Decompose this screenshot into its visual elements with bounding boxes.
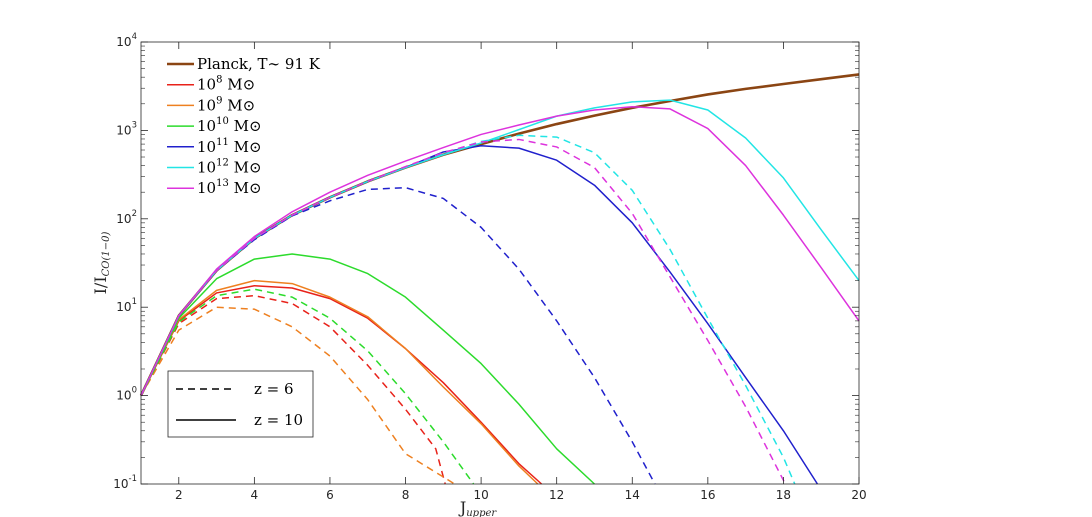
y-tick-label-3: 102: [116, 209, 137, 226]
x-tick-label-0: 2: [175, 488, 183, 502]
legend-label-1: 108 M⊙: [197, 75, 255, 94]
x-tick-label-1: 4: [251, 488, 259, 502]
x-tick-label-3: 8: [402, 488, 410, 502]
series-line-6: [140, 106, 860, 396]
y-axis-title: I/ICO(1−0): [91, 232, 112, 295]
axes-box: [140, 41, 860, 485]
y-tick-label-5: 104: [116, 32, 137, 49]
legend-label-4: 1011 M⊙: [197, 137, 262, 156]
style-legend: z = 6 z = 10: [167, 370, 314, 438]
y-tick-label-4: 103: [116, 120, 137, 137]
labels-layer: Jupper I/ICO(1−0): [91, 232, 497, 517]
x-tick-label-4: 10: [473, 488, 488, 502]
series-line-8: [140, 306, 456, 485]
legend-label-2: 109 M⊙: [197, 95, 255, 114]
x-tick-label-5: 12: [549, 488, 564, 502]
x-axis-title: Jupper: [458, 498, 498, 517]
x-axis-title-main: J: [458, 498, 466, 517]
series-layer: [139, 73, 860, 485]
x-tick-label-9: 20: [851, 488, 866, 502]
y-axis-title-sub: CO(1−0): [101, 232, 112, 277]
series-line-3: [140, 253, 595, 485]
x-tick-label-7: 16: [700, 488, 715, 502]
series-line-9: [140, 288, 475, 485]
x-axis-title-sub: upper: [466, 508, 497, 517]
legend-label-0: Planck, T∼ 91 K: [197, 55, 321, 73]
y-tick-label-1: 100: [116, 386, 137, 403]
x-tick-label-2: 6: [326, 488, 334, 502]
legend: Planck, T∼ 91 K 108 M⊙109 M⊙ 1010 M⊙ 1011 M…: [167, 55, 321, 197]
style-legend-box: [167, 370, 314, 438]
y-tick-label-2: 101: [116, 297, 137, 314]
y-tick-label-0: 10-1: [113, 474, 137, 491]
series-line-2: [140, 279, 539, 485]
series-line-12: [140, 138, 786, 485]
x-tick-label-6: 14: [625, 488, 640, 502]
legend-label-5: 1012 M⊙: [197, 158, 262, 177]
series-line-1: [140, 284, 543, 485]
series-line-7: [140, 294, 446, 485]
axes-layer: 2 4 6 8 10 12 14 16 18 20 10-1 100 101 102 103 104: [113, 32, 866, 502]
x-tick-label-8: 18: [776, 488, 791, 502]
legend-label-3: 1010 M⊙: [197, 116, 262, 135]
y-axis-title-main: I/I: [91, 276, 110, 294]
legend-label-6: 1013 M⊙: [197, 178, 262, 197]
style-legend-label-1: z = 10: [254, 411, 303, 429]
style-legend-label-0: z = 6: [254, 380, 294, 398]
